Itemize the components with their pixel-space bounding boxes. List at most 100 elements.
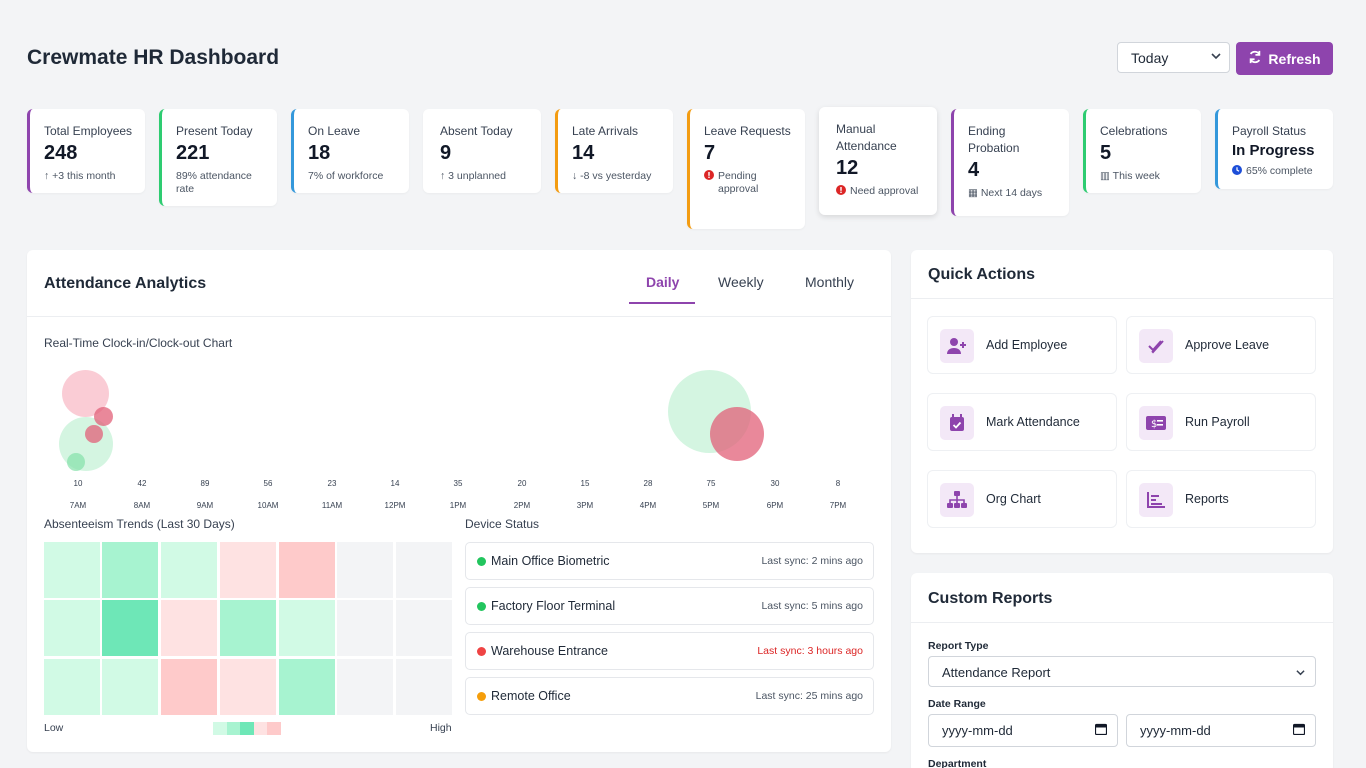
date-to-input[interactable]: yyyy-mm-dd	[1126, 714, 1316, 747]
stat-card-on-leave: On Leave 18 7% of workforce	[291, 109, 409, 193]
divider	[911, 298, 1333, 299]
chart-bubble-clock-out	[94, 407, 113, 426]
device-sync: Last sync: 5 mins ago	[761, 600, 863, 612]
svg-text:$: $	[1151, 419, 1157, 430]
chart-count-label: 20	[517, 479, 527, 488]
tab-monthly[interactable]: Monthly	[805, 274, 855, 290]
heatmap-cell	[337, 659, 393, 715]
stat-sub: 89% attendance rate	[176, 170, 252, 195]
clock-icon	[1232, 165, 1242, 179]
chevron-down-icon	[1211, 50, 1221, 64]
calendar-icon: ▦	[968, 187, 978, 199]
reports-button[interactable]: Reports	[1126, 470, 1316, 528]
stat-label: Leave Requests	[704, 124, 791, 138]
chart-time-label: 5PM	[702, 501, 720, 510]
chart-time-label: 7PM	[829, 501, 847, 510]
stat-card-absent-today: Absent Today 9 ↑ 3 unplanned	[423, 109, 541, 193]
stat-sub: Pending approval	[718, 170, 759, 195]
heatmap-cell	[396, 600, 452, 656]
device-row[interactable]: Remote Office Last sync: 25 mins ago	[465, 677, 874, 715]
date-to-placeholder: yyyy-mm-dd	[1140, 723, 1211, 738]
report-type-select[interactable]: Attendance Report	[928, 656, 1316, 687]
stat-card-leave-requests[interactable]: Leave Requests 7 Pending approval	[687, 109, 805, 229]
dashboard-header: Crewmate HR Dashboard Today Refresh	[27, 42, 1333, 76]
heatmap-legend-scale	[213, 722, 281, 735]
stat-value: 4	[968, 159, 980, 181]
stat-label: Manual Attendance	[836, 122, 897, 153]
chart-bubble-clock-out	[710, 407, 764, 461]
custom-reports-panel: Custom Reports Report Type Attendance Re…	[911, 573, 1333, 768]
stat-label: On Leave	[308, 124, 361, 138]
quick-action-label: Org Chart	[986, 492, 1041, 506]
stat-sub: This week	[1112, 170, 1160, 182]
stat-value: 14	[572, 142, 595, 164]
approve-leave-button[interactable]: Approve Leave	[1126, 316, 1316, 374]
stat-value: 18	[308, 142, 331, 164]
chart-time-label: 11AM	[321, 501, 343, 510]
status-dot	[477, 692, 486, 701]
money-icon: $	[1139, 406, 1173, 440]
stat-sub: Next 14 days	[980, 187, 1043, 199]
heatmap-cell	[44, 659, 100, 715]
date-from-input[interactable]: yyyy-mm-dd	[928, 714, 1118, 747]
status-dot	[477, 557, 486, 566]
device-row[interactable]: Warehouse Entrance Last sync: 3 hours ag…	[465, 632, 874, 670]
add-employee-button[interactable]: Add Employee	[927, 316, 1117, 374]
heatmap-cell	[279, 542, 335, 598]
heatmap-cell	[279, 659, 335, 715]
bar-chart-icon	[1139, 483, 1173, 517]
divider	[911, 622, 1333, 623]
heatmap-cell	[102, 542, 158, 598]
chevron-down-icon	[1296, 665, 1305, 680]
device-row[interactable]: Main Office Biometric Last sync: 2 mins …	[465, 542, 874, 580]
chart-count-label: 8	[835, 479, 841, 488]
stat-card-payroll-status: Payroll Status In Progress 65% complete	[1215, 109, 1333, 189]
heatmap-cell	[102, 600, 158, 656]
stat-card-celebrations: Celebrations 5 ▥ This week	[1083, 109, 1201, 193]
heatmap-cell	[220, 542, 276, 598]
report-type-label: Report Type	[928, 640, 989, 652]
status-dot	[477, 647, 486, 656]
arrow-up-icon: ↑	[44, 170, 50, 182]
chart-count-label: 14	[390, 479, 400, 488]
calendar-check-icon	[940, 406, 974, 440]
device-sync: Last sync: 2 mins ago	[761, 555, 863, 567]
cake-icon: ▥	[1100, 170, 1110, 182]
chart-bubble-clock-out	[85, 425, 103, 443]
stat-value: In Progress	[1232, 142, 1315, 159]
stat-label: Total Employees	[44, 124, 133, 138]
run-payroll-button[interactable]: $ Run Payroll	[1126, 393, 1316, 451]
refresh-button[interactable]: Refresh	[1236, 42, 1333, 75]
tab-weekly[interactable]: Weekly	[718, 274, 764, 290]
stat-card-late-arrivals: Late Arrivals 14 ↓ -8 vs yesterday	[555, 109, 673, 193]
stat-value: 248	[44, 142, 78, 164]
chart-count-label: 15	[580, 479, 590, 488]
active-tab-indicator	[629, 302, 695, 304]
device-name: Remote Office	[491, 689, 571, 703]
chart-time-label: 4PM	[639, 501, 657, 510]
chart-count-label: 42	[137, 479, 147, 488]
heatmap-cell	[337, 600, 393, 656]
custom-reports-title: Custom Reports	[928, 590, 1053, 607]
stat-card-manual-attendance[interactable]: Manual Attendance 12 Need approval	[819, 107, 937, 215]
department-label: Department	[928, 758, 987, 768]
stat-value: 12	[836, 157, 859, 179]
heatmap-cell	[161, 659, 217, 715]
stat-sub: Need approval	[850, 185, 919, 197]
stat-label: Absent Today	[440, 124, 513, 138]
period-select[interactable]: Today	[1117, 42, 1230, 73]
mark-attendance-button[interactable]: Mark Attendance	[927, 393, 1117, 451]
report-type-value: Attendance Report	[942, 665, 1051, 680]
arrow-down-icon: ↓	[572, 170, 578, 182]
chart-time-label: 8AM	[133, 501, 151, 510]
tab-daily[interactable]: Daily	[646, 274, 680, 290]
calendar-icon	[1094, 723, 1108, 738]
org-chart-button[interactable]: Org Chart	[927, 470, 1117, 528]
chart-title: Real-Time Clock-in/Clock-out Chart	[44, 336, 233, 350]
date-range-label: Date Range	[928, 698, 986, 710]
chart-count-label: 75	[706, 479, 716, 488]
chart-time-label: 3PM	[576, 501, 594, 510]
device-row[interactable]: Factory Floor Terminal Last sync: 5 mins…	[465, 587, 874, 625]
absenteeism-title: Absenteeism Trends (Last 30 Days)	[44, 517, 235, 531]
stat-sub: 7% of workforce	[308, 170, 384, 182]
